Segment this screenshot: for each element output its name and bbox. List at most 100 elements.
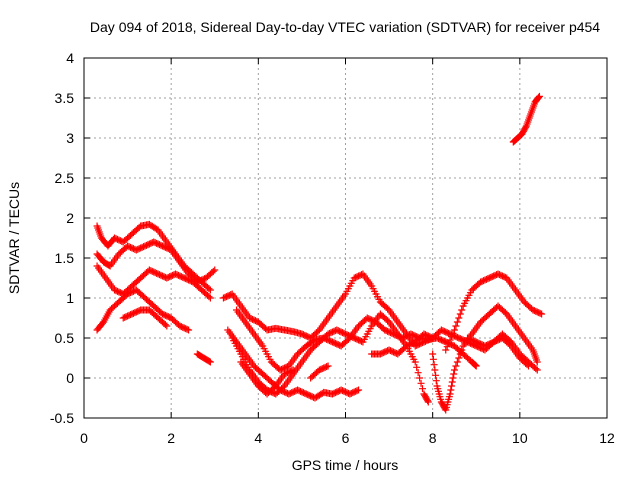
data-point [355, 386, 363, 394]
data-point [441, 405, 449, 413]
data-point [450, 366, 458, 374]
data-point [353, 387, 361, 395]
data-point [538, 310, 546, 318]
data-point [453, 318, 461, 326]
data-point [472, 361, 480, 369]
data-point [445, 339, 453, 347]
data-point [535, 92, 543, 100]
series-track-17 [509, 92, 543, 146]
data-point [449, 329, 457, 337]
data-point [432, 377, 440, 385]
data-point [185, 326, 193, 334]
data-point [443, 343, 451, 351]
data-point [411, 358, 419, 366]
data-point [535, 93, 543, 101]
x-tick-label: 4 [254, 430, 262, 446]
data-point [209, 267, 217, 275]
data-point [452, 322, 460, 330]
data-point [416, 374, 424, 382]
x-tick-label: 6 [342, 430, 350, 446]
x-tick-label: 2 [167, 430, 175, 446]
y-tick-label: 2.5 [55, 170, 75, 186]
data-point [455, 354, 463, 362]
data-point [448, 382, 456, 390]
series-track-15 [442, 270, 546, 354]
data-point [448, 333, 456, 341]
series-track-8 [224, 326, 363, 402]
data-point [523, 361, 531, 369]
data-point [533, 366, 541, 374]
data-point [205, 285, 213, 293]
data-point [536, 309, 544, 317]
data-point [289, 366, 297, 374]
x-axis-title: GPS time / hours [292, 457, 399, 473]
series-track-5 [119, 306, 171, 330]
data-point [206, 294, 214, 302]
data-point [532, 365, 540, 373]
series-track-10 [233, 306, 480, 374]
data-point [533, 358, 541, 366]
data-point [450, 370, 458, 378]
y-tick-label: 1.5 [55, 250, 75, 266]
series-track-4 [93, 286, 193, 334]
data-point [522, 123, 530, 131]
data-point [429, 355, 437, 363]
data-point [432, 371, 440, 379]
y-tick-label: 0 [66, 370, 74, 386]
data-point [446, 336, 454, 344]
y-axis-title: SDTVAR / TECUs [6, 182, 22, 294]
y-tick-label: 3.5 [55, 90, 75, 106]
data-point [211, 266, 219, 274]
data-point [206, 286, 214, 294]
data-point [163, 322, 171, 330]
chart-title: Day 094 of 2018, Sidereal Day-to-day VTE… [90, 19, 600, 35]
data-point [429, 350, 437, 358]
series-track-12 [307, 362, 332, 382]
y-axis-ticks: -0.5 0 0.5 1 1.5 2 2.5 3 3.5 4 [50, 50, 607, 426]
series-track-14 [429, 302, 541, 414]
data-point [450, 326, 458, 334]
data-point [206, 358, 214, 366]
series-track-16 [464, 334, 533, 370]
data-point [205, 357, 213, 365]
data-point [458, 306, 466, 314]
data-point [161, 321, 169, 329]
data-point [418, 385, 426, 393]
data-point [417, 379, 425, 387]
x-tick-label: 0 [80, 430, 88, 446]
y-tick-label: 2 [66, 210, 74, 226]
series-track-6 [193, 350, 214, 366]
data-point [414, 369, 422, 377]
y-tick-label: 1 [66, 290, 74, 306]
data-point [424, 397, 432, 405]
data-point [442, 346, 450, 354]
data-point [458, 346, 466, 354]
data-point [453, 358, 461, 366]
data-point [431, 366, 439, 374]
series-track-11 [237, 358, 297, 398]
data-point [205, 293, 213, 301]
data-point [456, 350, 464, 358]
x-tick-label: 12 [599, 430, 615, 446]
data-points [93, 92, 546, 414]
data-point [288, 367, 296, 375]
data-point [430, 361, 438, 369]
x-tick-label: 10 [512, 430, 528, 446]
data-point [324, 362, 332, 370]
y-tick-label: -0.5 [50, 410, 74, 426]
y-tick-label: 0.5 [55, 330, 75, 346]
x-tick-label: 8 [429, 430, 437, 446]
y-tick-label: 4 [66, 50, 74, 66]
data-point [413, 363, 421, 371]
data-point [446, 390, 454, 398]
data-point [471, 361, 479, 369]
data-point [472, 362, 480, 370]
data-point [525, 362, 533, 370]
data-point [448, 378, 456, 386]
data-point [183, 325, 191, 333]
data-point [424, 398, 432, 406]
data-point [452, 362, 460, 370]
plot-frame [83, 57, 608, 419]
